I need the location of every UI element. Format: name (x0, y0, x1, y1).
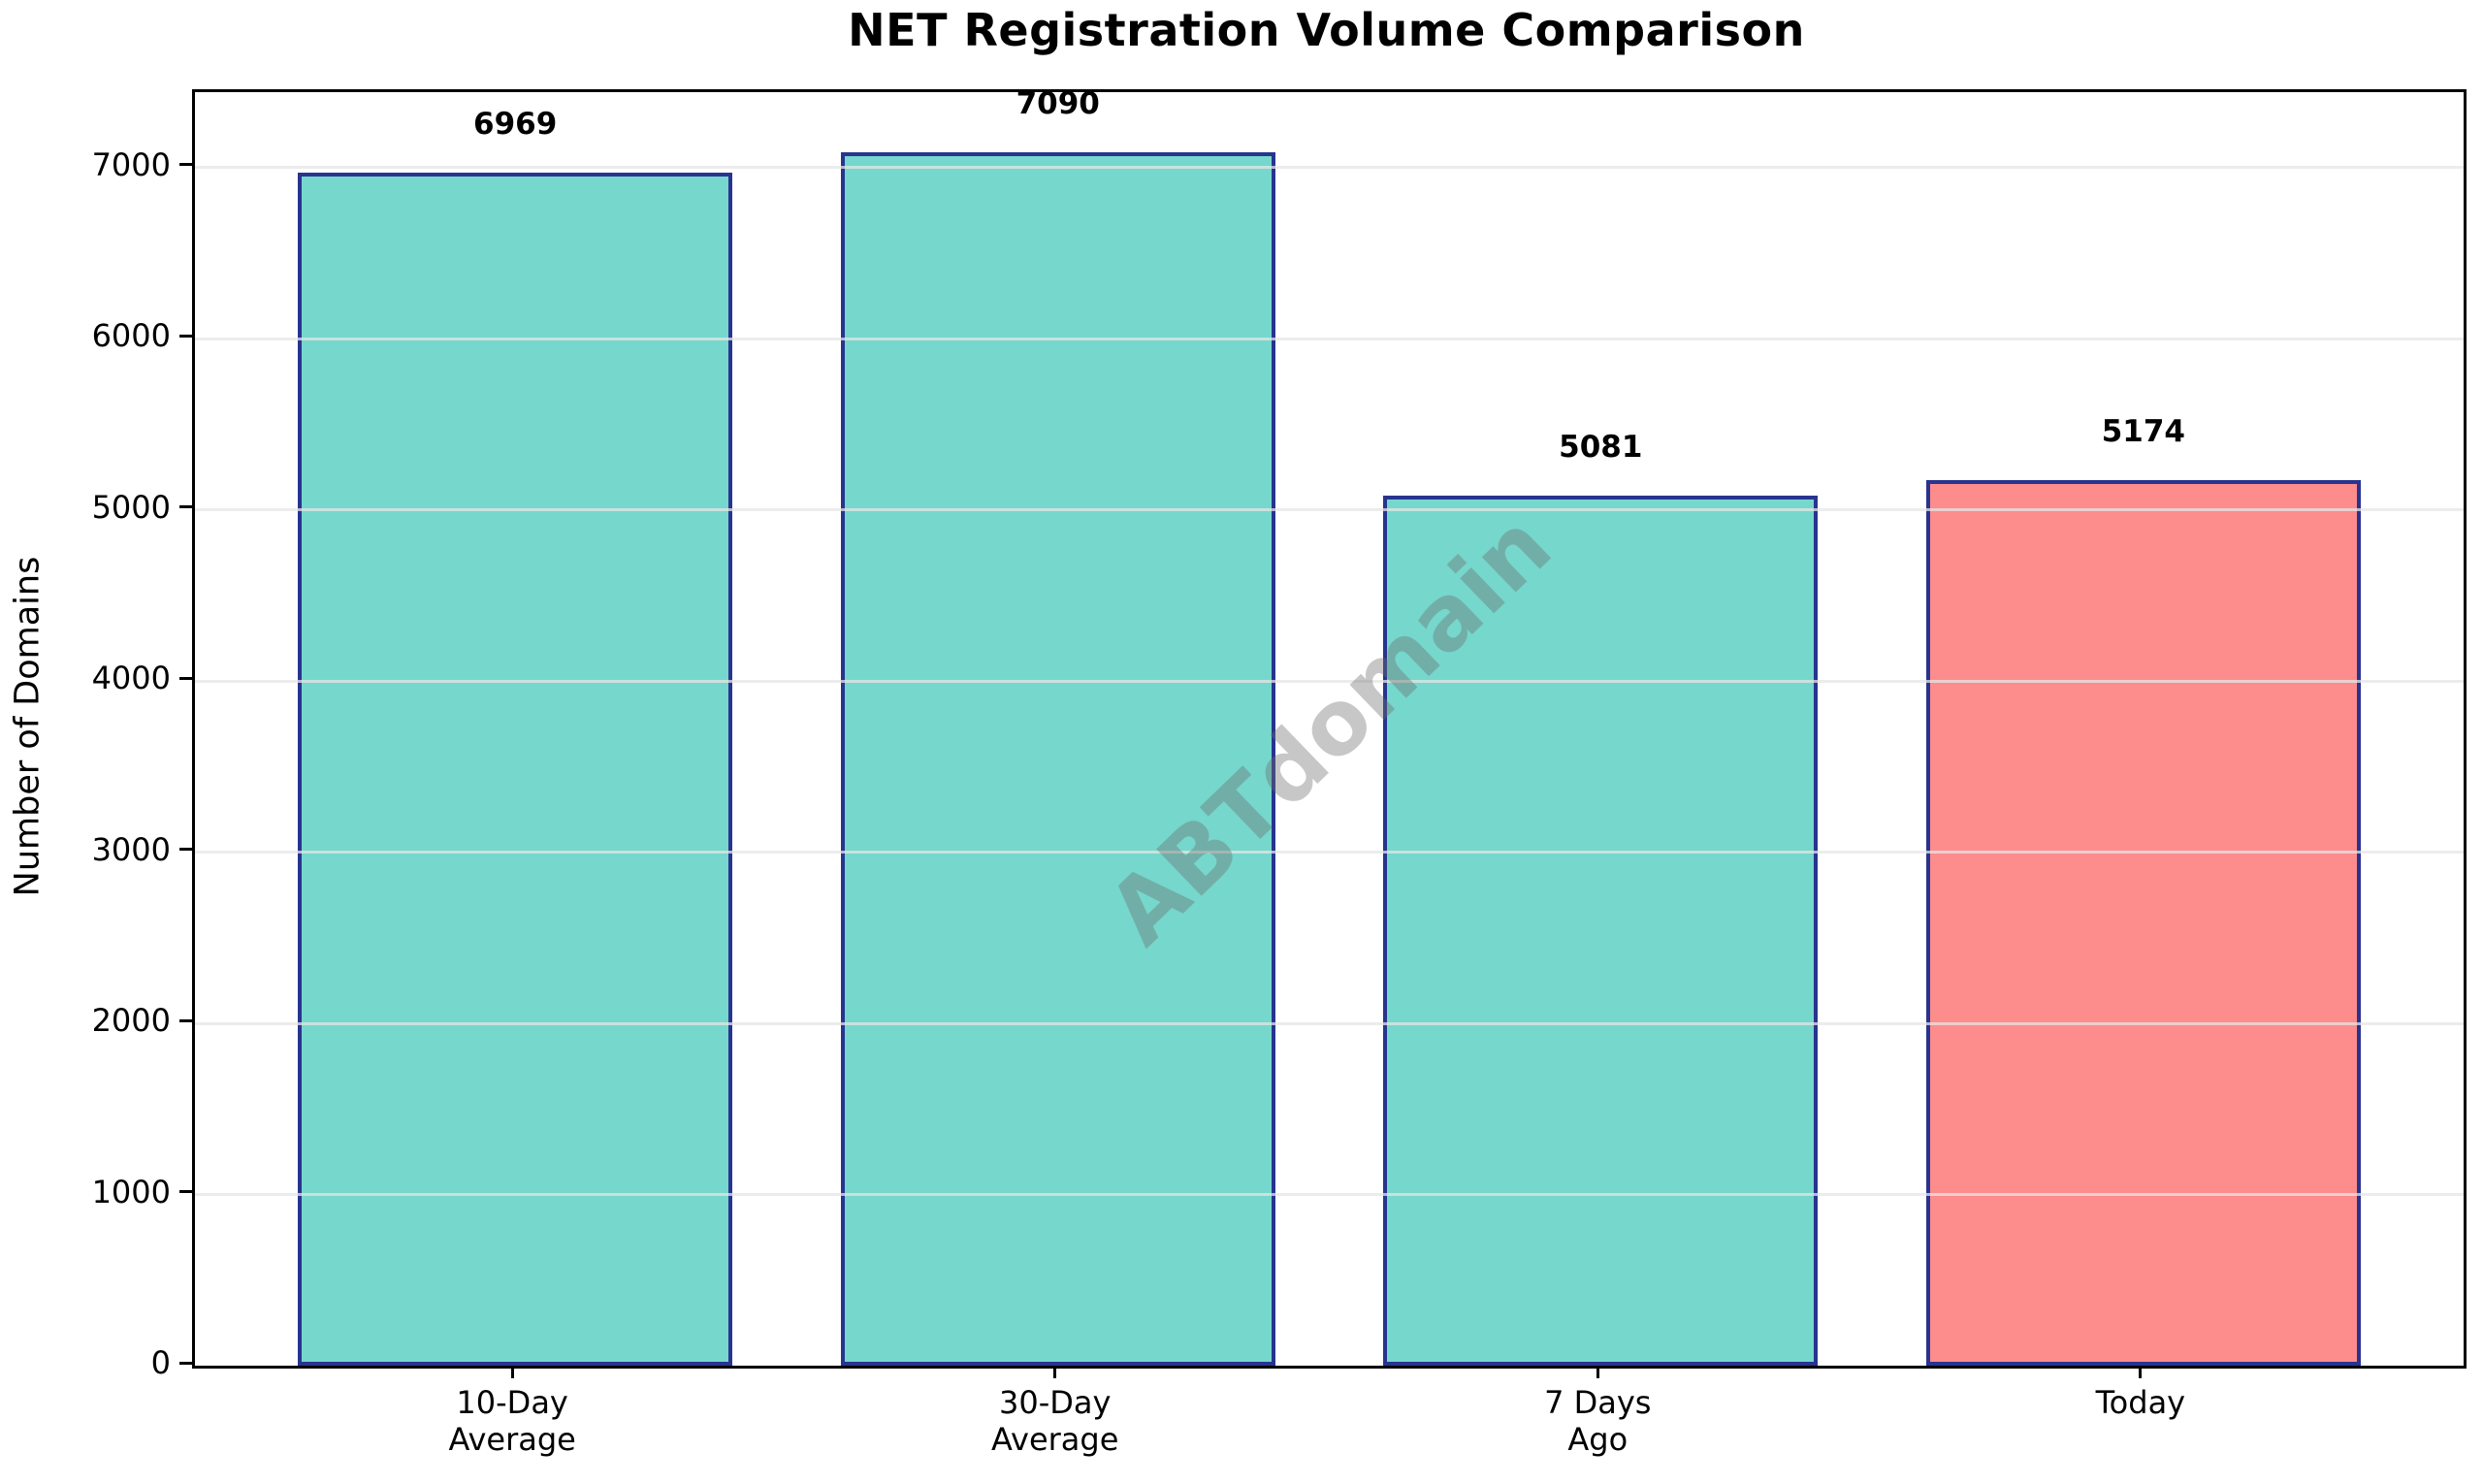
y-tick-label: 4000 (91, 660, 171, 697)
y-tick-label: 0 (150, 1344, 171, 1381)
y-axis-label-container: Number of Domains (2, 89, 52, 1363)
gridline (195, 337, 2464, 340)
x-tick-mark (2139, 1366, 2143, 1378)
x-tick-mark (1053, 1366, 1057, 1378)
gridline (195, 1193, 2464, 1197)
bar-value-label-today: 5174 (2101, 413, 2185, 449)
y-tick-mark (179, 163, 192, 167)
x-tick-mark (1596, 1366, 1599, 1378)
y-tick-mark (179, 505, 192, 509)
y-tick-label: 6000 (91, 317, 171, 355)
x-tick-mark (510, 1366, 514, 1378)
x-tick-label-7-days-ago: 7 Days Ago (1544, 1384, 1652, 1459)
y-tick-mark (179, 1361, 192, 1365)
y-axis-label: Number of Domains (8, 556, 48, 896)
y-tick-label: 3000 (91, 830, 171, 868)
x-tick-label-30-day-average: 30-Day Average (991, 1384, 1119, 1459)
y-tick-mark (179, 1018, 192, 1022)
bars-layer (195, 92, 2464, 1366)
bar-7-days-ago (1383, 496, 1819, 1366)
bar-10-day-average (298, 173, 732, 1366)
x-tick-label-10-day-average: 10-Day Average (448, 1384, 576, 1459)
y-tick-mark (179, 334, 192, 338)
gridline (195, 166, 2464, 170)
x-tick-label-today: Today (2095, 1384, 2186, 1421)
bar-value-labels-layer: 6969 7090 5081 5174 (195, 86, 2464, 1366)
bar-today (1926, 479, 2361, 1366)
bar-30-day-average (840, 151, 1275, 1366)
y-tick-label: 5000 (91, 488, 171, 526)
chart-title: NET Registration Volume Comparison (848, 4, 1805, 56)
gridline (195, 851, 2464, 855)
bar-value-label-10-day-average: 6969 (473, 107, 558, 143)
plot-area: ABTdomain 6969 7090 5081 5174 (192, 86, 2467, 1369)
y-tick-label: 1000 (91, 1173, 171, 1210)
y-tick-mark (179, 1190, 192, 1194)
gridlines-layer (195, 92, 2464, 1366)
y-tick-mark (179, 848, 192, 852)
bar-value-label-30-day-average: 7090 (1016, 85, 1100, 121)
gridline (195, 1021, 2464, 1025)
gridline (195, 508, 2464, 512)
y-tick-label: 2000 (91, 1002, 171, 1040)
y-tick-label: 7000 (91, 145, 171, 183)
gridline (195, 679, 2464, 683)
y-tick-mark (179, 676, 192, 680)
bar-value-label-7-days-ago: 5081 (1559, 430, 1643, 466)
